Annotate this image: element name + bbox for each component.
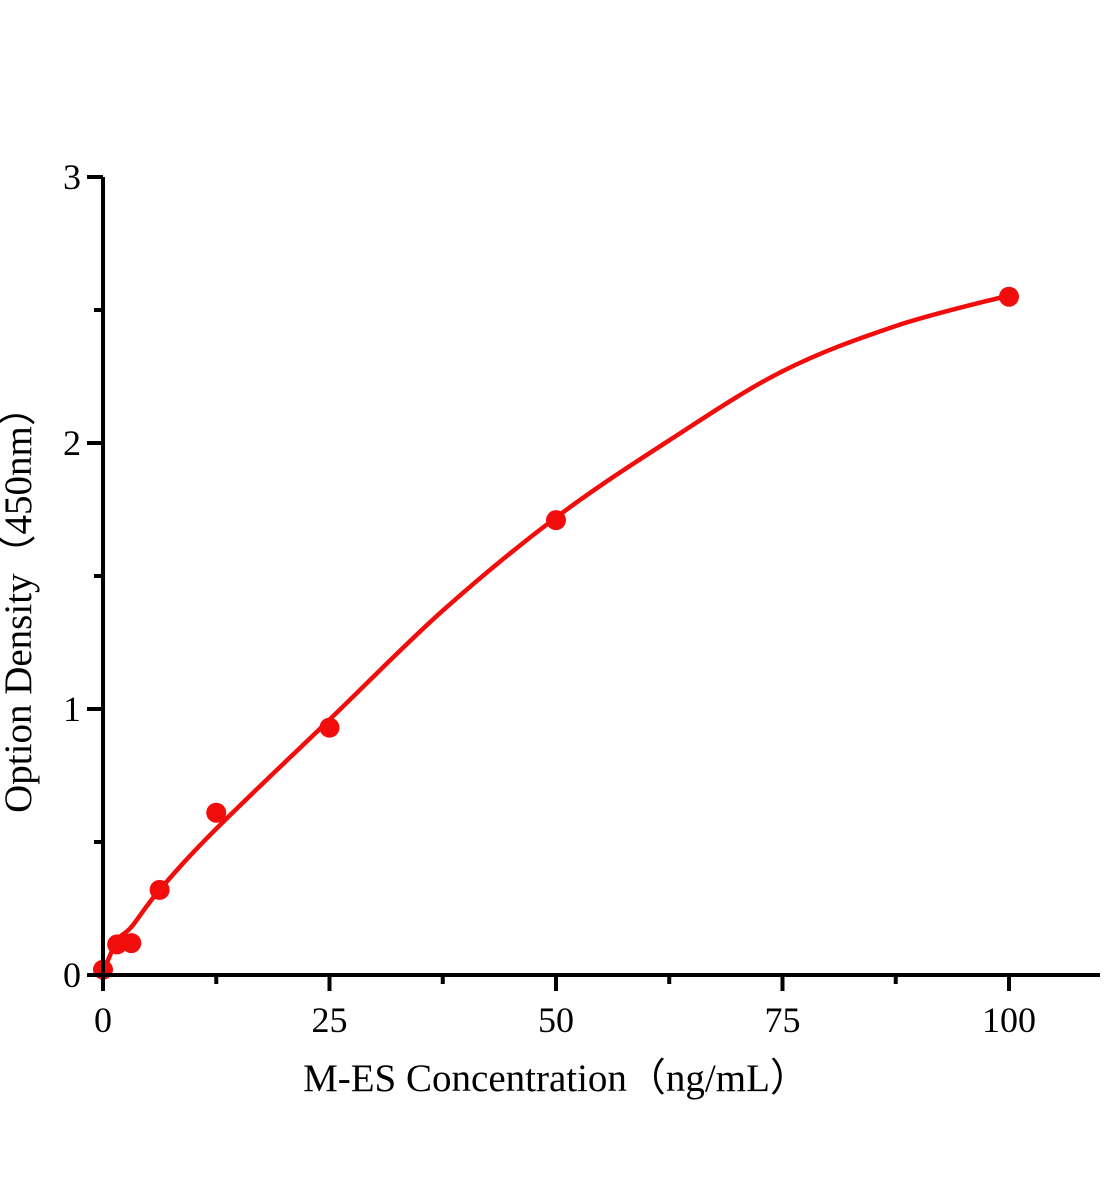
y-tick-label: 2	[63, 423, 81, 463]
series-layer	[93, 286, 1019, 980]
data-point	[149, 879, 170, 900]
y-tick-label: 0	[63, 955, 81, 995]
fit-curve	[100, 293, 1012, 975]
x-tick-label: 75	[765, 1000, 801, 1040]
y-tick-label: 1	[63, 689, 81, 729]
y-axis-title: Option Density（450nm）	[0, 387, 40, 813]
x-axis-title: M-ES Concentration（ng/mL）	[303, 1057, 809, 1100]
data-point	[121, 933, 142, 954]
y-tick-label: 3	[63, 157, 81, 197]
data-point	[546, 510, 566, 531]
x-tick-label: 100	[982, 1000, 1036, 1040]
data-point	[319, 717, 340, 738]
x-tick-label: 50	[538, 1000, 574, 1040]
x-tick-label: 0	[94, 1000, 112, 1040]
tick-layer	[87, 175, 1011, 991]
data-point	[206, 802, 227, 823]
x-tick-label: 25	[312, 1000, 348, 1040]
tick-label-layer: 0 25 50 75 100 0 1 2 3	[63, 157, 1036, 1040]
data-point	[999, 286, 1019, 307]
axes-layer	[101, 177, 1100, 977]
